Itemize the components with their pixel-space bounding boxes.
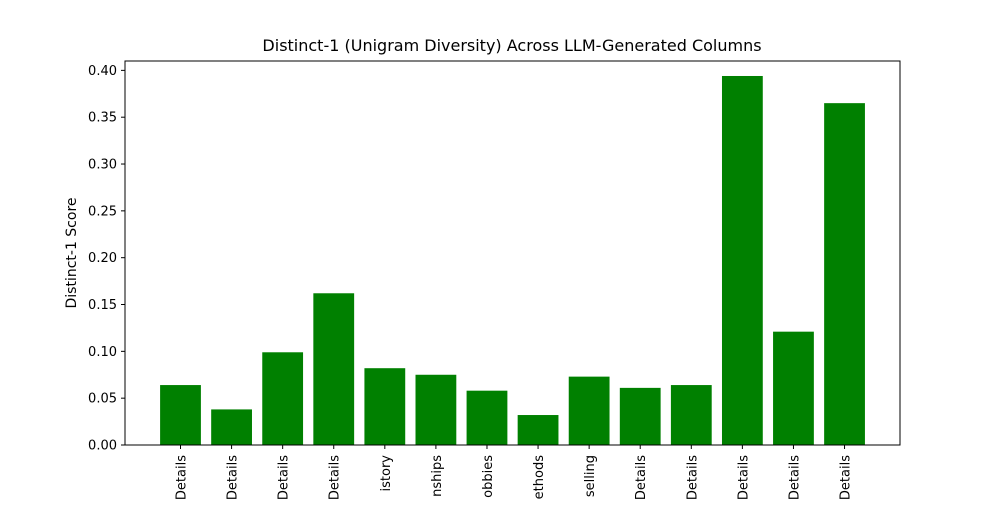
bar [211,409,252,445]
bar [773,331,814,445]
x-tick-label: istory [379,455,394,492]
x-tick-label: nships [430,455,445,497]
x-tick-label: selling [583,455,598,497]
bar [262,352,304,445]
bar [568,376,610,445]
x-tick-label: Details [839,455,854,500]
y-tick-label: 0.05 [88,392,117,407]
y-tick-label: 0.25 [88,204,117,219]
bar [415,374,457,445]
y-tick-label: 0.10 [88,345,117,360]
bar [313,293,355,445]
plot-frame [124,60,901,446]
bar [619,387,661,445]
y-tick-label: 0.40 [88,64,117,79]
x-tick-label: obbies [481,455,496,498]
y-tick-label: 0.20 [88,251,117,266]
y-tick-label: 0.00 [88,439,117,454]
bar [824,103,865,446]
x-tick-label: Details [685,455,700,500]
bars-layer [160,75,865,446]
y-axis-ticks: 0.00 0.05 0.10 0.15 0.20 0.25 0.30 0.35 0.40 [88,64,125,454]
bar [670,385,712,445]
x-tick-label: Details [277,455,292,500]
x-tick-label: Details [787,455,802,500]
bar [517,415,559,445]
x-tick-label: Details [175,455,190,500]
bar [364,368,406,445]
x-tick-label: Details [736,455,751,500]
x-tick-label: Details [226,455,241,500]
x-tick-label: ethods [532,455,547,500]
x-axis-ticks: Details Details Details Details istory nships… [175,445,854,500]
chart-title: Distinct-1 (Unigram Diversity) Across LL… [262,36,761,55]
y-axis-label: Distinct-1 Score [64,197,80,308]
y-tick-label: 0.35 [88,111,117,126]
bar [160,385,201,445]
x-tick-label: Details [634,455,649,500]
bar [721,75,763,446]
x-tick-label: Details [328,455,343,500]
bar [466,390,508,445]
y-tick-label: 0.15 [88,298,117,313]
y-tick-label: 0.30 [88,158,117,173]
